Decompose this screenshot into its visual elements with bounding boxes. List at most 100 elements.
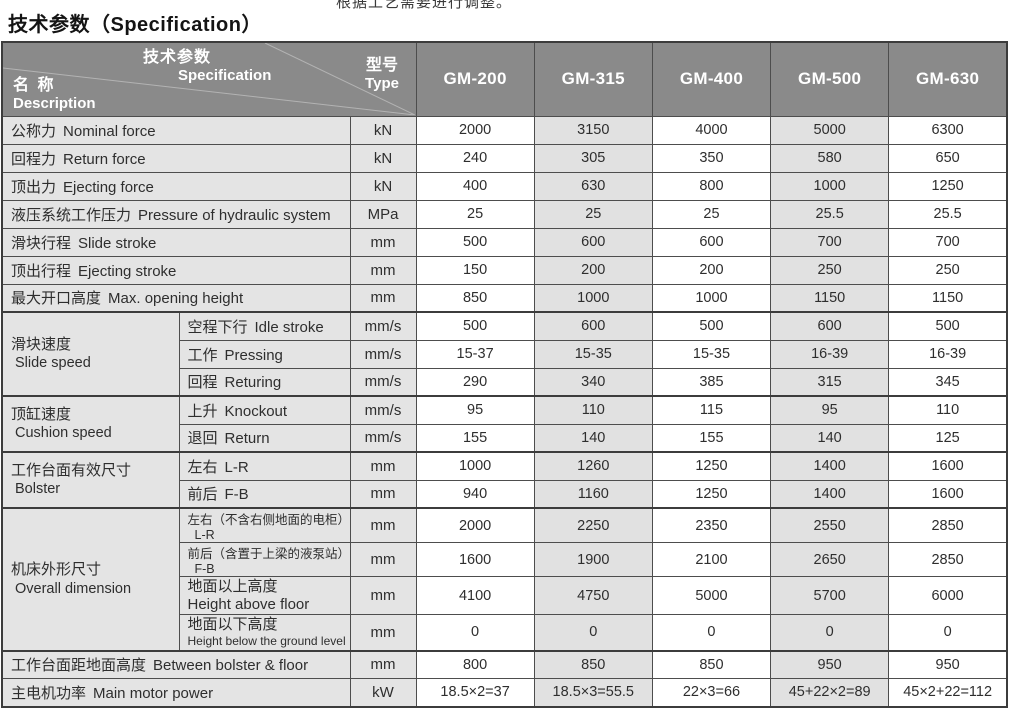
unit-cell: mm xyxy=(349,507,417,543)
row-label-zh: 左右 xyxy=(187,458,218,476)
row-label-en: Knockout xyxy=(224,402,288,420)
value-cell: 2850 xyxy=(888,542,1008,577)
row-label-cell: 回程力 Return force xyxy=(1,143,351,173)
value-cell: 650 xyxy=(888,143,1008,173)
value-cell: 630 xyxy=(533,171,653,201)
row-label-cell: 滑块行程 Slide stroke xyxy=(1,227,351,257)
corner-description-label: 名 称 Description xyxy=(13,76,96,113)
spec-row: 顶出行程 Ejecting stroke mm 150 200 200 250 250 xyxy=(1,255,1008,285)
value-cell: 1000 xyxy=(415,451,535,481)
value-cell: 850 xyxy=(415,283,535,313)
value-cell: 350 xyxy=(651,143,772,173)
sub-label-cell: 退回 Return xyxy=(178,423,351,453)
row-label-en: Main motor power xyxy=(93,684,214,702)
value-cell: 1250 xyxy=(651,451,772,481)
value-cell: 2550 xyxy=(770,507,890,543)
row-label-cell: 顶出行程 Ejecting stroke xyxy=(1,255,351,285)
sub-label-cell: 左右 L-R xyxy=(178,451,351,481)
value-cell: 5700 xyxy=(770,576,890,615)
value-cell: 5000 xyxy=(770,115,890,145)
value-cell: 25 xyxy=(415,199,535,229)
row-label-en: Height below the ground level xyxy=(187,634,346,649)
unit-cell: mm/s xyxy=(349,339,417,369)
group-label-en: Overall dimension xyxy=(15,580,132,597)
sub-label-cell: 回程 Returing xyxy=(178,367,351,397)
row-label-zh: 液压系统工作压力 xyxy=(11,206,132,224)
spec-row: 工作 Pressing mm/s 15-37 15-35 15-35 16-39 16-39 xyxy=(2,339,1008,369)
value-cell: 600 xyxy=(533,227,653,257)
value-cell: 250 xyxy=(770,255,890,285)
value-cell: 400 xyxy=(415,171,535,201)
value-cell: 140 xyxy=(533,423,653,453)
row-label-cell: 主电机功率 Main motor power xyxy=(1,678,351,707)
value-cell: 700 xyxy=(888,227,1008,257)
value-cell: 340 xyxy=(533,367,653,397)
row-label-zh: 回程力 xyxy=(11,150,57,168)
unit-cell: mm xyxy=(349,479,417,509)
unit-cell: mm/s xyxy=(349,395,417,425)
value-cell: 700 xyxy=(770,227,890,257)
row-label-en: Height above floor xyxy=(187,595,310,613)
group-label-cell: 滑块速度 Slide speed xyxy=(1,311,180,397)
value-cell: 1150 xyxy=(770,283,890,313)
value-cell: 2350 xyxy=(651,507,772,543)
group-label-en: Cushion speed xyxy=(15,425,112,442)
value-cell: 115 xyxy=(651,395,772,425)
group-label-cell: 顶缸速度 Cushion speed xyxy=(1,395,180,453)
value-cell: 110 xyxy=(533,395,653,425)
value-cell: 6000 xyxy=(888,576,1008,615)
value-cell: 25 xyxy=(533,199,653,229)
spec-row: 液压系统工作压力 Pressure of hydraulic system MPa 2… xyxy=(1,199,1008,229)
value-cell: 500 xyxy=(888,311,1008,341)
unit-cell: mm/s xyxy=(349,367,417,397)
sub-label-cell: 地面以下高度 Height below the ground level xyxy=(178,614,351,651)
value-cell: 800 xyxy=(651,171,772,201)
value-cell: 95 xyxy=(415,395,535,425)
value-cell: 305 xyxy=(533,143,653,173)
value-cell: 3150 xyxy=(533,115,653,145)
model-header: GM-630 xyxy=(888,41,1008,117)
row-label-zh: 顶出行程 xyxy=(11,262,72,280)
spec-row: 顶出力 Ejecting force kN 400 630 800 1000 1250 xyxy=(1,171,1008,201)
row-label-en: Return force xyxy=(63,150,146,168)
sub-label-cell: 空程下行 Idle stroke xyxy=(178,311,351,341)
spec-table-body: 公称力 Nominal force kN 2000 3150 4000 5000 6300 回程… xyxy=(1,115,1008,707)
unit-cell: kW xyxy=(349,678,417,707)
spec-row: 工作台面有效尺寸 Bolster 左右 L-R mm 1000 1260 1250 1400 16… xyxy=(1,451,1008,509)
value-cell: 1400 xyxy=(770,479,890,509)
corner-spec-label: 技术参数 Specification xyxy=(143,49,272,85)
spec-row: 前后 F-B mm 940 1160 1250 1400 1600 xyxy=(2,479,1008,509)
value-cell: 500 xyxy=(651,311,772,341)
value-cell: 0 xyxy=(415,614,535,651)
value-cell: 600 xyxy=(770,311,890,341)
row-label-cell: 最大开口高度 Max. opening height xyxy=(1,283,351,313)
spec-row: 退回 Return mm/s 155 140 155 140 125 xyxy=(2,423,1008,453)
sub-label-cell: 工作 Pressing xyxy=(178,339,351,369)
value-cell: 850 xyxy=(533,649,653,679)
row-label-zh: 主电机功率 xyxy=(11,684,87,702)
row-label-en: Pressing xyxy=(224,346,283,364)
value-cell: 1250 xyxy=(888,171,1008,201)
row-label-en: F-B xyxy=(224,486,249,504)
value-cell: 600 xyxy=(651,227,772,257)
unit-cell: mm xyxy=(349,227,417,257)
value-cell: 2250 xyxy=(533,507,653,543)
row-label-en: Pressure of hydraulic system xyxy=(138,206,331,224)
value-cell: 16-39 xyxy=(770,339,890,369)
unit-cell: kN xyxy=(349,171,417,201)
sub-label-cell: 地面以上高度 Height above floor xyxy=(178,576,351,615)
group-label-zh: 机床外形尺寸 xyxy=(11,560,102,578)
spec-row: 主电机功率 Main motor power kW 18.5×2=37 18.5×3=5… xyxy=(1,678,1008,707)
spec-row: 地面以上高度 Height above floor mm 4100 4750 5000 57… xyxy=(2,576,1008,615)
value-cell: 580 xyxy=(770,143,890,173)
corner-type-label: 型号 Type xyxy=(365,57,399,93)
value-cell: 25.5 xyxy=(770,199,890,229)
spec-row: 滑块速度 Slide speed 空程下行 Idle stroke mm/s 500 600… xyxy=(1,311,1008,397)
value-cell: 16-39 xyxy=(888,339,1008,369)
spec-row: 最大开口高度 Max. opening height mm 850 1000 1000 11… xyxy=(1,283,1008,313)
value-cell: 2000 xyxy=(415,507,535,543)
row-label-zh: 空程下行 xyxy=(187,318,248,336)
sub-label-cell: 左右（不含右侧地面的电柜）L-R xyxy=(178,507,351,543)
value-cell: 2100 xyxy=(651,542,772,577)
group-label-zh: 工作台面有效尺寸 xyxy=(11,461,132,479)
